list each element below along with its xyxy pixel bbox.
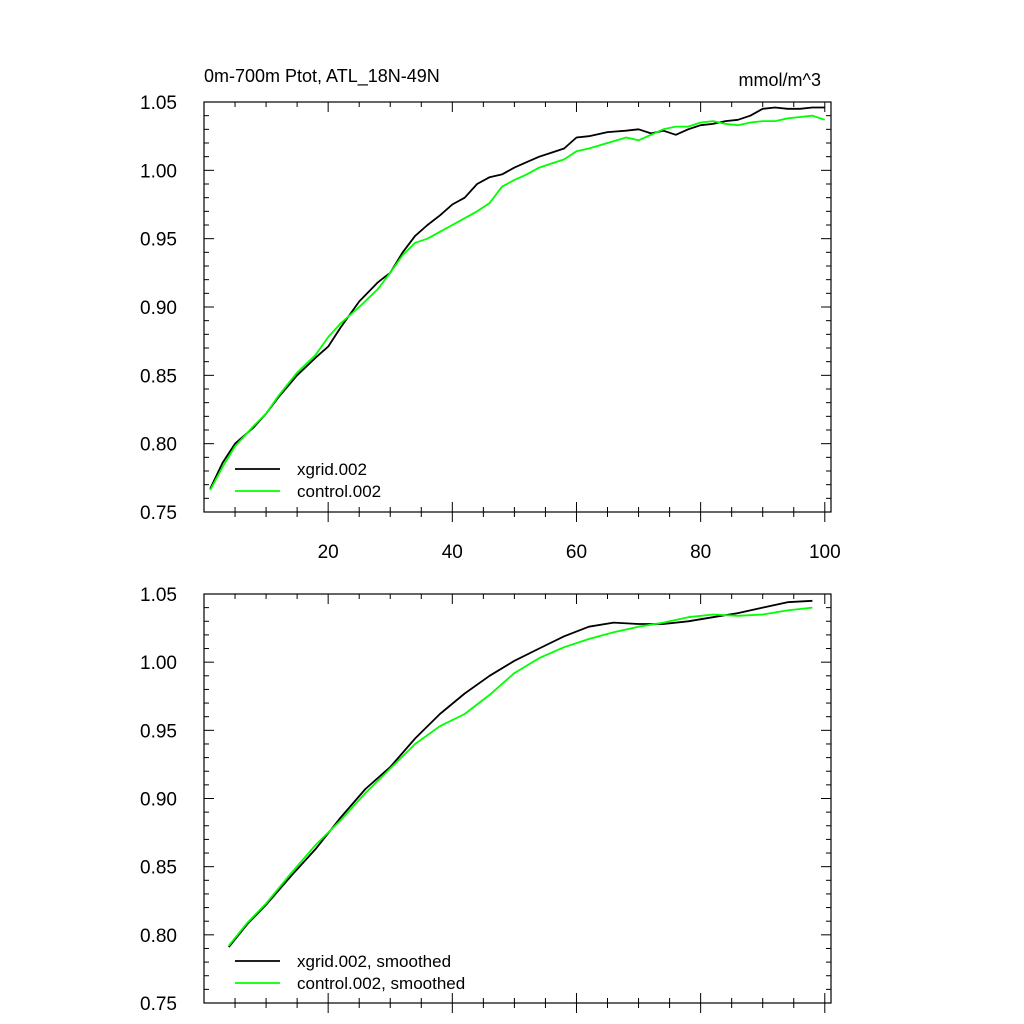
units-label: mmol/m^3: [739, 70, 821, 90]
chart-title: 0m-700m Ptot, ATL_18N-49N: [204, 66, 440, 87]
plot-frame: [203, 593, 832, 1004]
y-tick-label: 1.00: [140, 653, 177, 674]
y-tick-label: 0.80: [140, 926, 177, 947]
bottom-panel: 0.75 0.80 0.85 0.90 0.95 1.00 1.05 xgrid.002, s…: [140, 585, 832, 1015]
y-tick-label: 1.00: [140, 161, 177, 182]
y-tick-label: 0.80: [140, 435, 177, 456]
legend-label: xgrid.002: [297, 460, 367, 479]
x-tick-label: 80: [690, 542, 711, 563]
x-tick-label: 60: [566, 542, 587, 563]
plot-frame: [203, 101, 832, 513]
legend-label: xgrid.002, smoothed: [297, 952, 451, 971]
y-tick-label: 1.05: [140, 585, 177, 606]
y-tick-label: 0.95: [140, 721, 177, 742]
x-tick-label: 40: [442, 542, 463, 563]
top-panel: 0.75 0.80 0.85 0.90 0.95 1.00 1.05 20 40 60 80 100 x…: [140, 93, 841, 563]
x-tick-label: 100: [809, 542, 841, 563]
series-line-xgrid: [209, 106, 825, 490]
series-line-control: [209, 114, 826, 491]
series-line-control: [228, 606, 813, 947]
y-tick-label: 0.85: [140, 858, 177, 879]
y-tick-label: 0.90: [140, 298, 177, 319]
y-tick-label: 0.75: [140, 503, 177, 524]
y-tick-label: 0.90: [140, 790, 177, 811]
y-tick-label: 1.05: [140, 93, 177, 114]
legend-label: control.002: [297, 482, 381, 501]
x-tick-label: 20: [318, 542, 339, 563]
y-tick-label: 0.75: [140, 994, 177, 1015]
y-tick-label: 0.95: [140, 230, 177, 251]
legend-label: control.002, smoothed: [297, 974, 465, 993]
y-tick-label: 0.85: [140, 366, 177, 387]
series-line-xgrid: [228, 599, 813, 948]
